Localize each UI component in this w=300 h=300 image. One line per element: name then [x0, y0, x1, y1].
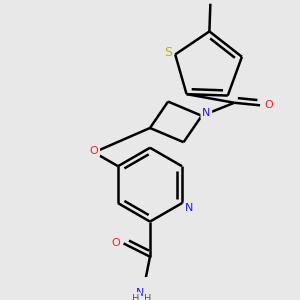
Text: O: O [265, 100, 274, 110]
Text: H: H [144, 294, 152, 300]
Text: H: H [132, 294, 140, 300]
Text: O: O [90, 146, 98, 155]
Text: O: O [112, 238, 121, 248]
Text: N: N [136, 288, 145, 298]
Text: S: S [164, 46, 172, 59]
Text: N: N [185, 203, 194, 213]
Text: N: N [202, 108, 211, 118]
